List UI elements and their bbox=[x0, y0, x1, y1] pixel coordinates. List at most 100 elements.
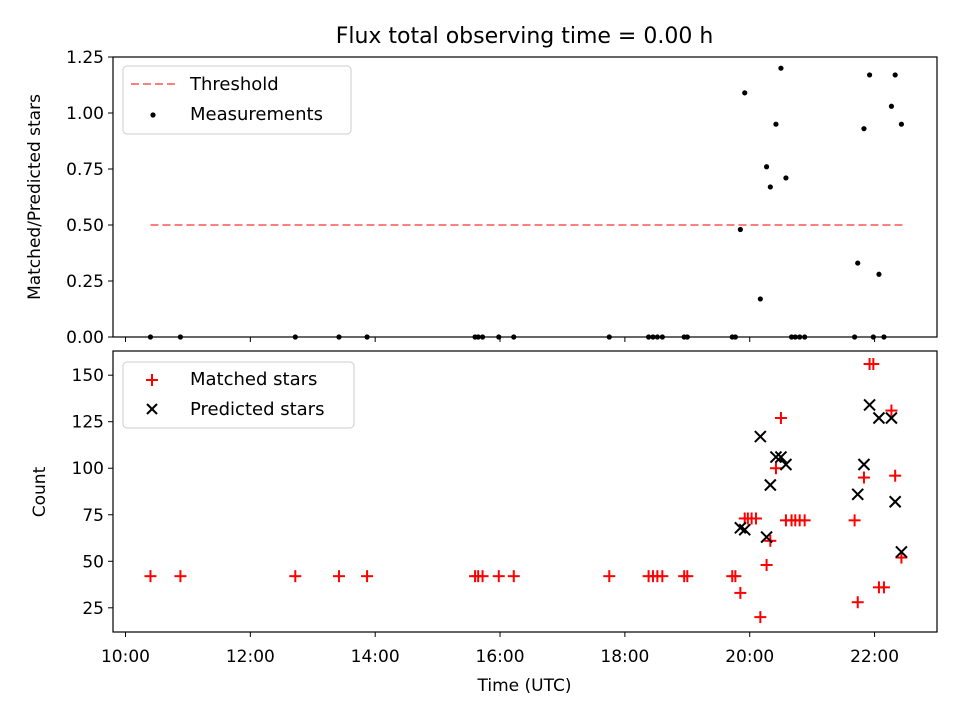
bottom-y-tick-label: 125 bbox=[72, 413, 104, 433]
predicted-star-point bbox=[764, 478, 777, 492]
bottom-x-tick-label: 20:00 bbox=[725, 647, 774, 667]
top-x-ticks bbox=[124, 337, 876, 342]
predicted-star-point bbox=[888, 495, 902, 508]
matched-legend-swatch bbox=[146, 374, 158, 386]
top-panel: 0.00 0.25 0.50 0.75 1.00 1.25 Matched/Predict… bbox=[25, 48, 938, 348]
matched-star-point bbox=[361, 570, 374, 583]
measurement-point bbox=[892, 72, 898, 78]
bottom-plot-area bbox=[144, 358, 908, 624]
top-y-axis-label: Matched/Predicted stars bbox=[25, 94, 45, 300]
matched-star-point bbox=[798, 514, 811, 527]
predicted-star-point bbox=[872, 411, 886, 425]
bottom-x-tick-label: 10:00 bbox=[101, 647, 150, 667]
top-y-tick-label: 0.00 bbox=[66, 328, 104, 348]
predicted-legend-swatch bbox=[146, 403, 158, 415]
bottom-x-tick-label: 18:00 bbox=[600, 647, 649, 667]
matched-star-point bbox=[885, 404, 898, 417]
matched-star-point bbox=[851, 596, 864, 609]
matched-star-point bbox=[656, 570, 669, 583]
matched-star-point bbox=[289, 570, 302, 583]
measurement-point bbox=[876, 271, 882, 277]
measurement-point bbox=[898, 121, 905, 127]
matched-star-point bbox=[507, 570, 520, 583]
top-y-tick-label: 0.75 bbox=[66, 160, 104, 180]
matched-star-point bbox=[729, 570, 742, 583]
top-legend-box bbox=[122, 65, 352, 135]
measurements-legend-label: Measurements bbox=[190, 104, 323, 125]
matched-star-point bbox=[769, 462, 782, 475]
bottom-panel: 25 50 75 100 125 150 10:00 12:00 14:00 16:00 18:0… bbox=[30, 350, 938, 696]
bottom-x-tick-label: 22:00 bbox=[850, 647, 899, 667]
matched-star-point bbox=[857, 471, 870, 484]
measurement-point bbox=[866, 72, 873, 78]
matched-star-point bbox=[754, 611, 767, 624]
measurement-point bbox=[737, 226, 743, 233]
predicted-star-point bbox=[895, 545, 908, 559]
matched-star-point bbox=[895, 551, 908, 564]
bottom-x-tick-label: 16:00 bbox=[476, 647, 525, 667]
measurement-point bbox=[783, 175, 789, 181]
measurement-point bbox=[778, 65, 784, 71]
bottom-x-ticks: 10:00 12:00 14:00 16:00 18:00 20:00 22:00 bbox=[101, 632, 899, 667]
matched-star-point bbox=[734, 586, 747, 599]
bottom-axes-frame bbox=[112, 350, 938, 633]
matched-star-point bbox=[774, 411, 787, 424]
threshold-legend-label: Threshold bbox=[189, 74, 279, 95]
matched-star-point bbox=[848, 514, 861, 527]
predicted-star-point bbox=[754, 430, 767, 443]
bottom-y-tick-label: 150 bbox=[72, 366, 104, 386]
measurements-legend-swatch bbox=[150, 112, 156, 118]
x-axis-label: Time (UTC) bbox=[477, 676, 572, 696]
matched-star-point bbox=[681, 570, 694, 583]
predicted-star-point bbox=[851, 488, 864, 501]
top-y-tick-label: 1.00 bbox=[66, 104, 104, 124]
top-y-tick-label: 1.25 bbox=[66, 48, 104, 68]
matched-star-point bbox=[332, 570, 345, 583]
bottom-legend-box bbox=[122, 361, 355, 429]
predicted-star-point bbox=[774, 450, 788, 464]
bottom-y-axis-label: Count bbox=[30, 466, 50, 517]
measurement-point bbox=[773, 121, 779, 127]
matched-star-point bbox=[144, 570, 157, 583]
bottom-y-tick-label: 50 bbox=[82, 552, 104, 572]
matched-star-point bbox=[492, 570, 505, 583]
top-y-tick-label: 0.25 bbox=[66, 272, 104, 292]
matched-star-point bbox=[867, 358, 880, 371]
matched-star-point bbox=[877, 581, 890, 594]
chart-title: Flux total observing time = 0.00 h bbox=[336, 24, 714, 49]
measurement-point bbox=[742, 90, 748, 96]
top-legend: Threshold Measurements bbox=[122, 65, 352, 135]
bottom-y-tick-label: 75 bbox=[82, 506, 104, 526]
bottom-y-tick-label: 100 bbox=[72, 459, 104, 479]
bottom-y-tick-label: 25 bbox=[82, 599, 104, 619]
matched-star-point bbox=[476, 570, 489, 583]
measurement-point bbox=[763, 164, 770, 170]
predicted-star-point bbox=[738, 523, 751, 536]
top-axes-frame bbox=[112, 56, 938, 338]
bottom-x-tick-label: 14:00 bbox=[351, 647, 400, 667]
predicted-star-point bbox=[863, 398, 876, 412]
predicted-legend-label: Predicted stars bbox=[190, 399, 324, 420]
measurement-point bbox=[861, 126, 867, 132]
predicted-star-point bbox=[779, 458, 793, 471]
measurement-point bbox=[757, 296, 763, 302]
measurement-point bbox=[855, 260, 861, 266]
predicted-star-point bbox=[769, 450, 783, 464]
bottom-legend: Matched stars Predicted stars bbox=[122, 361, 355, 429]
predicted-star-point bbox=[885, 411, 898, 425]
matched-star-point bbox=[889, 469, 902, 482]
matched-star-point bbox=[760, 559, 773, 572]
matched-star-point bbox=[749, 512, 762, 525]
measurement-point bbox=[888, 103, 895, 109]
measurement-point bbox=[767, 184, 773, 190]
top-y-ticks: 0.00 0.25 0.50 0.75 1.00 1.25 bbox=[66, 48, 113, 348]
matched-legend-label: Matched stars bbox=[190, 369, 317, 390]
bottom-x-tick-label: 12:00 bbox=[226, 647, 275, 667]
matched-star-point bbox=[603, 570, 616, 583]
predicted-star-point bbox=[760, 530, 773, 544]
predicted-star-point bbox=[857, 458, 871, 471]
bottom-y-ticks: 25 50 75 100 125 150 bbox=[72, 366, 113, 619]
matched-star-point bbox=[174, 570, 187, 583]
top-y-tick-label: 0.50 bbox=[66, 216, 104, 236]
